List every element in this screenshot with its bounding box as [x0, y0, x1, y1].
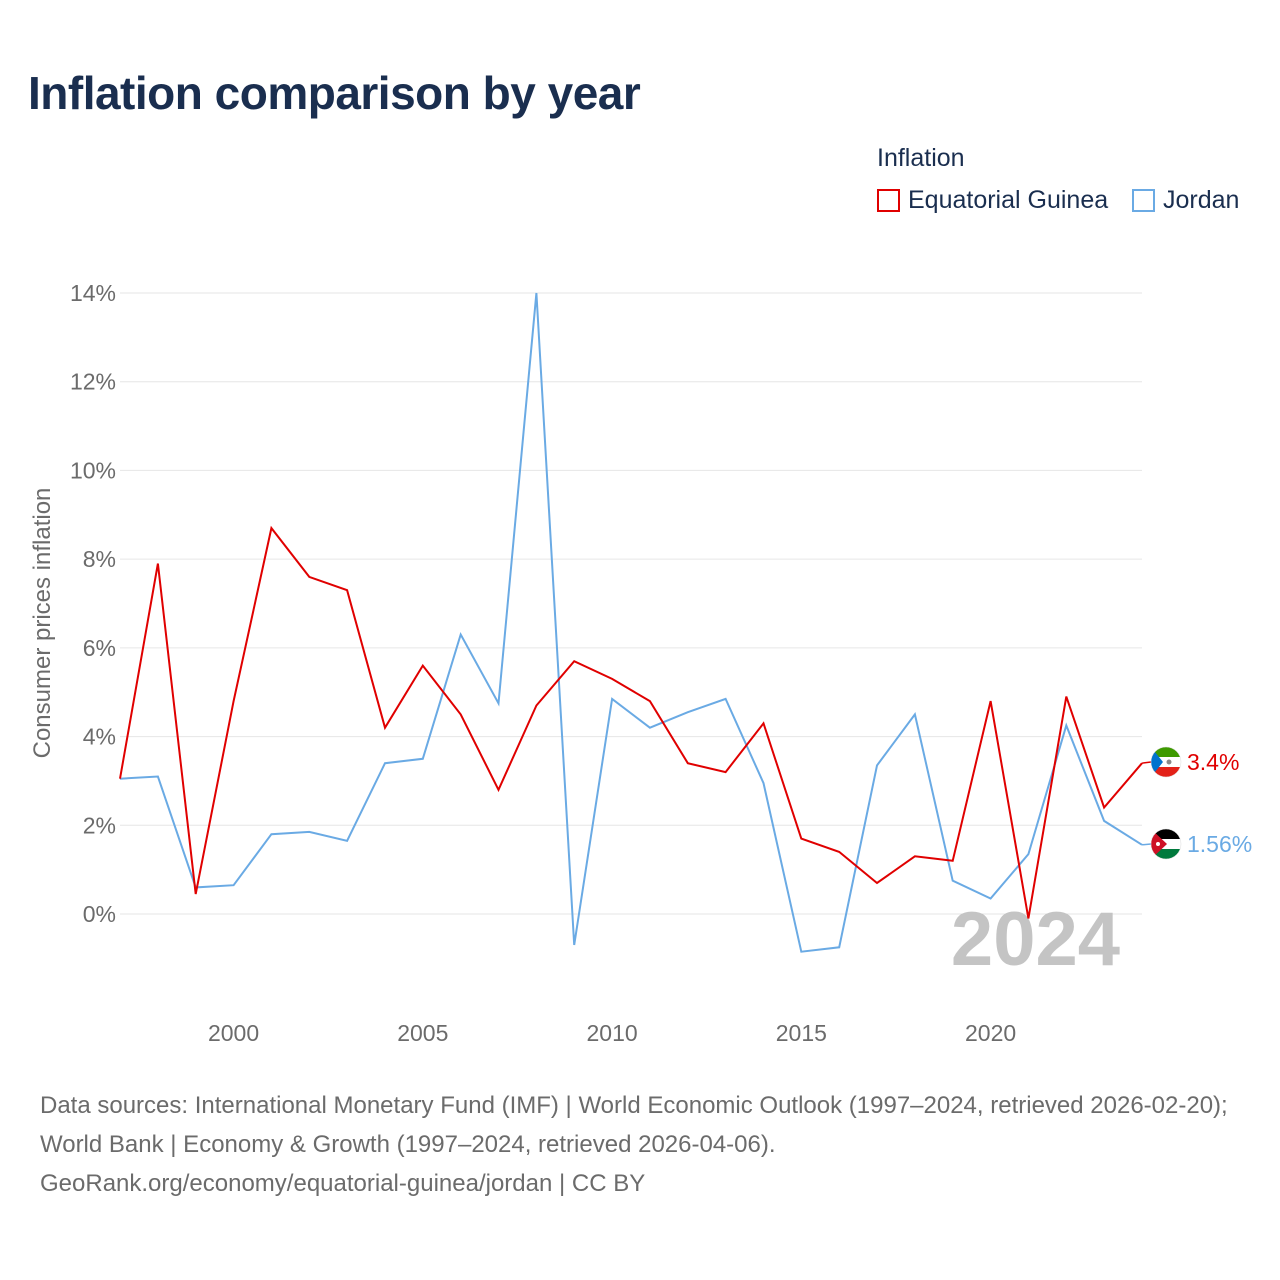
- chart-title: Inflation comparison by year: [28, 67, 641, 119]
- end-labels: 3.4% 1.56%: [1141, 746, 1252, 860]
- series-line-jordan[interactable]: [119, 292, 1143, 953]
- end-label-connector-jordan: [1141, 843, 1152, 846]
- year-watermark: 2024: [951, 897, 1120, 982]
- y-tick-label: 4%: [83, 724, 116, 750]
- data-sources-text: Data sources: International Monetary Fun…: [40, 1092, 1228, 1158]
- footer: Data sources: International Monetary Fun…: [40, 1086, 1255, 1203]
- legend-label-equatorial-guinea: Equatorial Guinea: [908, 186, 1109, 214]
- equatorial-guinea-flag-icon: [1150, 746, 1182, 778]
- end-value-label-equatorial-guinea: 3.4%: [1187, 749, 1239, 775]
- y-tick-label: 0%: [83, 901, 116, 927]
- legend-label-jordan: Jordan: [1163, 186, 1240, 214]
- series-lines: [119, 292, 1143, 953]
- y-tick-label: 12%: [70, 369, 116, 395]
- legend-swatch-jordan: [1132, 189, 1155, 212]
- y-tick-label: 2%: [83, 812, 116, 838]
- jordan-flag-icon: [1150, 828, 1182, 860]
- y-axis-ticks: 0% 2% 4% 6% 8% 10% 12% 14%: [70, 280, 116, 927]
- x-axis-ticks: 2000 2005 2010 2015 2020: [208, 1020, 1016, 1046]
- legend-item-jordan[interactable]: Jordan: [1132, 186, 1239, 215]
- x-tick-label: 2005: [397, 1020, 448, 1046]
- source-url-text[interactable]: GeoRank.org/economy/equatorial-guinea/jo…: [40, 1170, 646, 1197]
- end-label-connector-equatorial-guinea: [1141, 761, 1152, 764]
- y-tick-label: 8%: [83, 546, 116, 572]
- x-tick-label: 2010: [586, 1020, 637, 1046]
- y-tick-label: 6%: [83, 635, 116, 661]
- grid-lines: [120, 292, 1142, 915]
- x-tick-label: 2015: [776, 1020, 827, 1046]
- x-tick-label: 2000: [208, 1020, 259, 1046]
- end-value-label-jordan: 1.56%: [1187, 831, 1252, 857]
- y-tick-label: 10%: [70, 457, 116, 483]
- legend-item-equatorial-guinea[interactable]: Equatorial Guinea: [877, 186, 1108, 215]
- x-tick-label: 2020: [965, 1020, 1016, 1046]
- legend-swatch-equatorial-guinea: [877, 189, 900, 212]
- series-line-equatorial-guinea[interactable]: [119, 525, 1143, 919]
- y-tick-label: 14%: [70, 280, 116, 306]
- y-axis-label: Consumer prices inflation: [29, 488, 56, 759]
- legend-title: Inflation: [877, 144, 965, 172]
